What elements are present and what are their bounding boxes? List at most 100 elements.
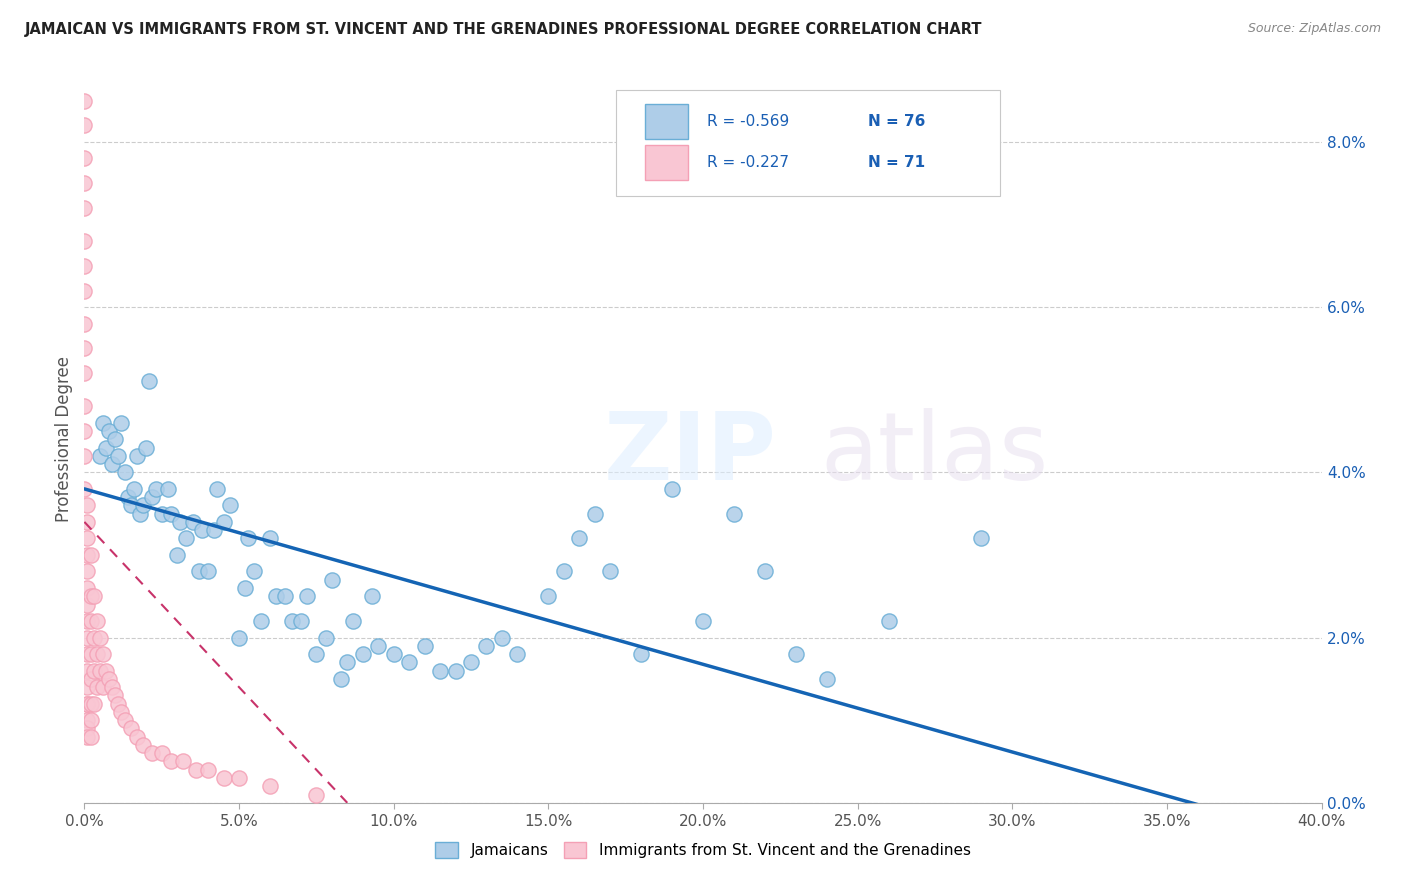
Point bbox=[599, 565, 621, 579]
Text: Source: ZipAtlas.com: Source: ZipAtlas.com bbox=[1247, 22, 1381, 36]
Point bbox=[238, 532, 260, 546]
Point bbox=[73, 119, 96, 133]
Point bbox=[315, 631, 337, 645]
Point bbox=[160, 755, 183, 769]
Point bbox=[76, 647, 98, 661]
Point bbox=[76, 664, 98, 678]
Legend: Jamaicans, Immigrants from St. Vincent and the Grenadines: Jamaicans, Immigrants from St. Vincent a… bbox=[429, 836, 977, 864]
Point bbox=[218, 499, 240, 513]
Point bbox=[187, 565, 209, 579]
Point bbox=[79, 647, 101, 661]
Point bbox=[79, 589, 101, 603]
Point bbox=[692, 614, 714, 628]
Point bbox=[125, 449, 148, 463]
Point bbox=[367, 639, 389, 653]
Point bbox=[73, 152, 96, 166]
Point bbox=[73, 366, 96, 380]
Point bbox=[73, 284, 96, 298]
Point bbox=[568, 532, 591, 546]
Point bbox=[73, 94, 96, 108]
Point bbox=[110, 705, 132, 719]
Point bbox=[73, 259, 96, 273]
Point bbox=[197, 763, 219, 777]
Point bbox=[101, 457, 124, 471]
Point bbox=[76, 697, 98, 711]
Text: atlas: atlas bbox=[821, 408, 1049, 500]
Point bbox=[295, 589, 318, 603]
Point bbox=[321, 573, 343, 587]
Point bbox=[172, 755, 194, 769]
Point bbox=[76, 722, 98, 736]
Point bbox=[280, 614, 302, 628]
Point bbox=[76, 548, 98, 562]
Text: N = 71: N = 71 bbox=[868, 155, 925, 169]
Point bbox=[475, 639, 498, 653]
Point bbox=[815, 672, 838, 686]
Point bbox=[553, 565, 575, 579]
Point bbox=[274, 589, 297, 603]
Point bbox=[166, 548, 188, 562]
Point bbox=[76, 713, 98, 727]
Point bbox=[382, 647, 405, 661]
FancyBboxPatch shape bbox=[645, 145, 688, 180]
Point bbox=[73, 424, 96, 438]
Point bbox=[73, 399, 96, 413]
Point bbox=[169, 515, 191, 529]
Point bbox=[76, 697, 98, 711]
Point bbox=[76, 631, 98, 645]
Point bbox=[89, 631, 111, 645]
Point bbox=[228, 771, 250, 785]
Point bbox=[83, 664, 105, 678]
Point bbox=[197, 565, 219, 579]
Point bbox=[110, 416, 132, 430]
FancyBboxPatch shape bbox=[645, 104, 688, 139]
Text: N = 76: N = 76 bbox=[868, 114, 925, 129]
Point bbox=[184, 763, 207, 777]
Point bbox=[76, 515, 98, 529]
Point bbox=[125, 730, 148, 744]
Point bbox=[107, 449, 129, 463]
Point bbox=[202, 523, 225, 537]
Point bbox=[83, 631, 105, 645]
Point bbox=[86, 614, 108, 628]
Point bbox=[181, 515, 204, 529]
Point bbox=[138, 375, 160, 389]
Point bbox=[91, 416, 114, 430]
Point bbox=[132, 499, 155, 513]
Point bbox=[243, 565, 266, 579]
Point bbox=[101, 680, 124, 694]
Point bbox=[91, 647, 114, 661]
Point bbox=[506, 647, 529, 661]
Point bbox=[98, 672, 121, 686]
Point bbox=[336, 656, 359, 670]
Point bbox=[150, 507, 173, 521]
Point bbox=[150, 746, 173, 760]
Point bbox=[785, 647, 807, 661]
Point bbox=[73, 176, 96, 190]
Point bbox=[145, 482, 167, 496]
Point bbox=[120, 722, 142, 736]
Point bbox=[264, 589, 287, 603]
Point bbox=[877, 614, 900, 628]
Point bbox=[73, 234, 96, 248]
Point bbox=[76, 598, 98, 612]
Point bbox=[361, 589, 384, 603]
Point bbox=[352, 647, 374, 661]
Point bbox=[104, 432, 127, 446]
Point bbox=[429, 664, 451, 678]
Point bbox=[212, 515, 235, 529]
Text: ZIP: ZIP bbox=[605, 408, 778, 500]
Point bbox=[86, 680, 108, 694]
Point bbox=[76, 680, 98, 694]
Point bbox=[76, 581, 98, 595]
Point bbox=[141, 490, 163, 504]
Point bbox=[460, 656, 482, 670]
Point bbox=[413, 639, 436, 653]
Point bbox=[630, 647, 652, 661]
Point bbox=[583, 507, 606, 521]
Point bbox=[114, 466, 136, 480]
Point bbox=[79, 697, 101, 711]
Point bbox=[79, 614, 101, 628]
Point bbox=[132, 738, 155, 752]
Point bbox=[114, 713, 136, 727]
